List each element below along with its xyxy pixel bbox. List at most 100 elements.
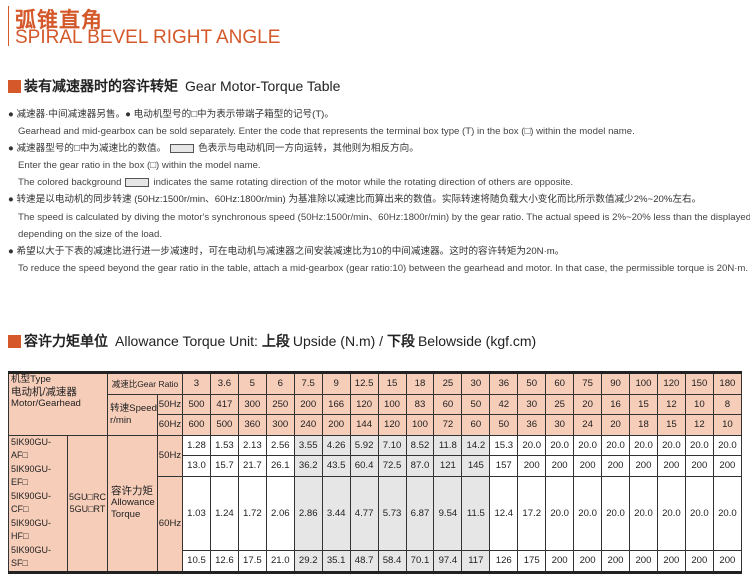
- speed-50-cell: 500: [182, 393, 211, 415]
- gear-ratio-cell: 18: [405, 372, 435, 395]
- speed-60-cell: 60: [461, 414, 491, 436]
- torque-50-kgfcm-cell: 15.7: [209, 455, 239, 477]
- speed-50-cell: 10: [684, 393, 714, 415]
- speed-60-cell: 300: [265, 414, 295, 436]
- section-title-cn: 装有减速器时的容许转矩: [24, 78, 178, 94]
- speed-50-cell: 60: [433, 393, 463, 415]
- torque-50-kgfcm-cell: 200: [517, 455, 547, 477]
- torque-50-kgfcm-cell: 26.1: [265, 455, 295, 477]
- speed-50-cell: 15: [629, 393, 658, 415]
- torque-60-nm-cell: 1.24: [209, 475, 239, 551]
- speed-50-cell: 200: [293, 393, 323, 415]
- torque-50-kgfcm-cell: 36.2: [293, 455, 323, 477]
- speed-60-cell: 500: [209, 414, 239, 436]
- torque-50-nm-cell: 4.26: [321, 434, 351, 456]
- gear-ratio-cell: 50: [517, 372, 547, 395]
- gear-ratio-label: 减速比Gear Ratio: [107, 372, 183, 395]
- color-swatch: [170, 144, 195, 154]
- speed-60-cell: 600: [182, 414, 211, 436]
- torque-60-nm-cell: 3.44: [321, 475, 351, 551]
- torque-60-kgfcm-cell: 17.5: [237, 550, 267, 573]
- speed-60-cell: 10: [712, 414, 743, 436]
- torque-50-kgfcm-cell: 13.0: [182, 455, 211, 477]
- speed-60-cell: 120: [377, 414, 407, 436]
- speed-50-cell: 20: [573, 393, 603, 415]
- torque-50-nm-row: 5IK90GU-AF□ 5IK90GU-EF□ 5IK90GU-CF□ 5IK90GU…: [8, 434, 743, 573]
- torque-60-kgfcm-cell: 58.4: [377, 550, 407, 573]
- speed-50-row: 转速Speed r/min 50Hz 500 417 300 250 200 166 120 1…: [9, 393, 743, 436]
- torque-60-kgfcm-cell: 10.5: [182, 550, 211, 573]
- torque-50-kgfcm-cell: 200: [573, 455, 603, 477]
- speed-60-cell: 360: [237, 414, 267, 436]
- gear-ratio-cell: 120: [656, 372, 686, 395]
- speed-60-cell: 200: [321, 414, 351, 436]
- note-2-en2: The colored background indicates the same…: [18, 177, 574, 189]
- torque-60-nm-cell: 2.86: [293, 475, 323, 551]
- speed-label: 转速Speed r/min: [107, 393, 158, 436]
- title-accent-line: [8, 6, 9, 46]
- speed-50-cell: 8: [712, 393, 743, 415]
- note-2-cn: ● 减速器型号的□中为减速比的数值。 色表示与电动机同一方向运转，其他则为相反方向…: [8, 143, 419, 155]
- torque-50-nm-cell: 20.0: [684, 434, 714, 456]
- speed-50-cell: 120: [349, 393, 379, 415]
- torque-60-kgfcm-cell: 200: [573, 550, 603, 573]
- torque-50-kgfcm-cell: 200: [656, 455, 686, 477]
- gear-ratio-cell: 30: [461, 372, 491, 395]
- speed-50-cell: 100: [377, 393, 407, 415]
- torque-60-kgfcm-cell: 200: [656, 550, 686, 573]
- gear-ratio-cell: 9: [321, 372, 351, 395]
- torque-60-kgfcm-cell: 126: [489, 550, 519, 573]
- speed-60-cell: 30: [545, 414, 575, 436]
- speed-50-cell: 300: [237, 393, 267, 415]
- speed-50-cell: 25: [545, 393, 575, 415]
- torque-50-kgfcm-cell: 200: [712, 455, 743, 477]
- gear-ratio-cell: 3.6: [209, 372, 239, 395]
- type-header: 机型Type 电动机/减速器 Motor/Gearhead: [8, 372, 108, 436]
- section-title-en: Gear Motor-Torque Table: [185, 78, 341, 94]
- hz-60-label: 60Hz: [157, 475, 183, 573]
- torque-50-nm-cell: 2.56: [265, 434, 295, 456]
- upside-cn: 上段: [261, 333, 290, 349]
- torque-60-nm-cell: 20.0: [601, 475, 630, 551]
- gear-ratio-cell: 90: [601, 372, 630, 395]
- belowside-en: Belowside (kgf.cm): [417, 333, 537, 349]
- speed-60-cell: 50: [489, 414, 519, 436]
- speed-50-cell: 83: [405, 393, 435, 415]
- torque-50-kgfcm-cell: 60.4: [349, 455, 379, 477]
- notes: ● 减速器·中间减速器另售。● 电动机型号的□中为表示带端子箱型的记号(T)。 …: [8, 106, 750, 277]
- torque-50-nm-cell: 5.92: [349, 434, 379, 456]
- torque-60-nm-cell: 6.87: [405, 475, 435, 551]
- gear-ratio-cell: 150: [684, 372, 714, 395]
- belowside-cn: 下段: [386, 333, 415, 349]
- torque-50-kgfcm-cell: 145: [461, 455, 491, 477]
- torque-60-kgfcm-cell: 200: [545, 550, 575, 573]
- square-bullet-icon: [8, 334, 21, 348]
- note-4-en: To reduce the speed beyond the gear rati…: [18, 262, 749, 274]
- gear-ratio-cell: 6: [265, 372, 295, 395]
- hz-50-label: 50Hz: [157, 434, 183, 477]
- speed-50-cell: 50: [461, 393, 491, 415]
- gear-ratio-cell: 60: [545, 372, 575, 395]
- speed-60-cell: 24: [573, 414, 603, 436]
- torque-50-kgfcm-cell: 72.5: [377, 455, 407, 477]
- color-swatch: [125, 178, 150, 188]
- gear-ratio-cell: 15: [377, 372, 407, 395]
- torque-50-kgfcm-cell: 200: [545, 455, 575, 477]
- page-title-en: SPIRAL BEVEL RIGHT ANGLE: [15, 27, 281, 48]
- torque-50-nm-cell: 15.3: [489, 434, 519, 456]
- torque-60-kgfcm-cell: 48.7: [349, 550, 379, 573]
- torque-60-nm-cell: 20.0: [684, 475, 714, 551]
- torque-60-nm-cell: 4.77: [349, 475, 379, 551]
- torque-60-kgfcm-cell: 200: [601, 550, 630, 573]
- gear-ratio-cell: 12.5: [349, 372, 379, 395]
- gear-ratio-cell: 7.5: [293, 372, 323, 395]
- note-1-cn: ● 减速器·中间减速器另售。● 电动机型号的□中为表示带端子箱型的记号(T)。: [8, 109, 334, 120]
- note-4-cn: ● 希望以大于下表的减速比进行进一步减速时，可在电动机与减速器之间安装减速比为1…: [8, 245, 565, 257]
- note-1-en: Gearhead and mid-gearbox can be sold sep…: [18, 126, 635, 138]
- torque-50-nm-cell: 20.0: [517, 434, 547, 456]
- torque-60-kgfcm-cell: 21.0: [265, 550, 295, 573]
- torque-50-nm-cell: 20.0: [712, 434, 743, 456]
- torque-50-nm-cell: 1.53: [209, 434, 239, 456]
- section-title-cn: 容许力矩单位: [24, 333, 108, 349]
- speed-50-cell: 166: [321, 393, 351, 415]
